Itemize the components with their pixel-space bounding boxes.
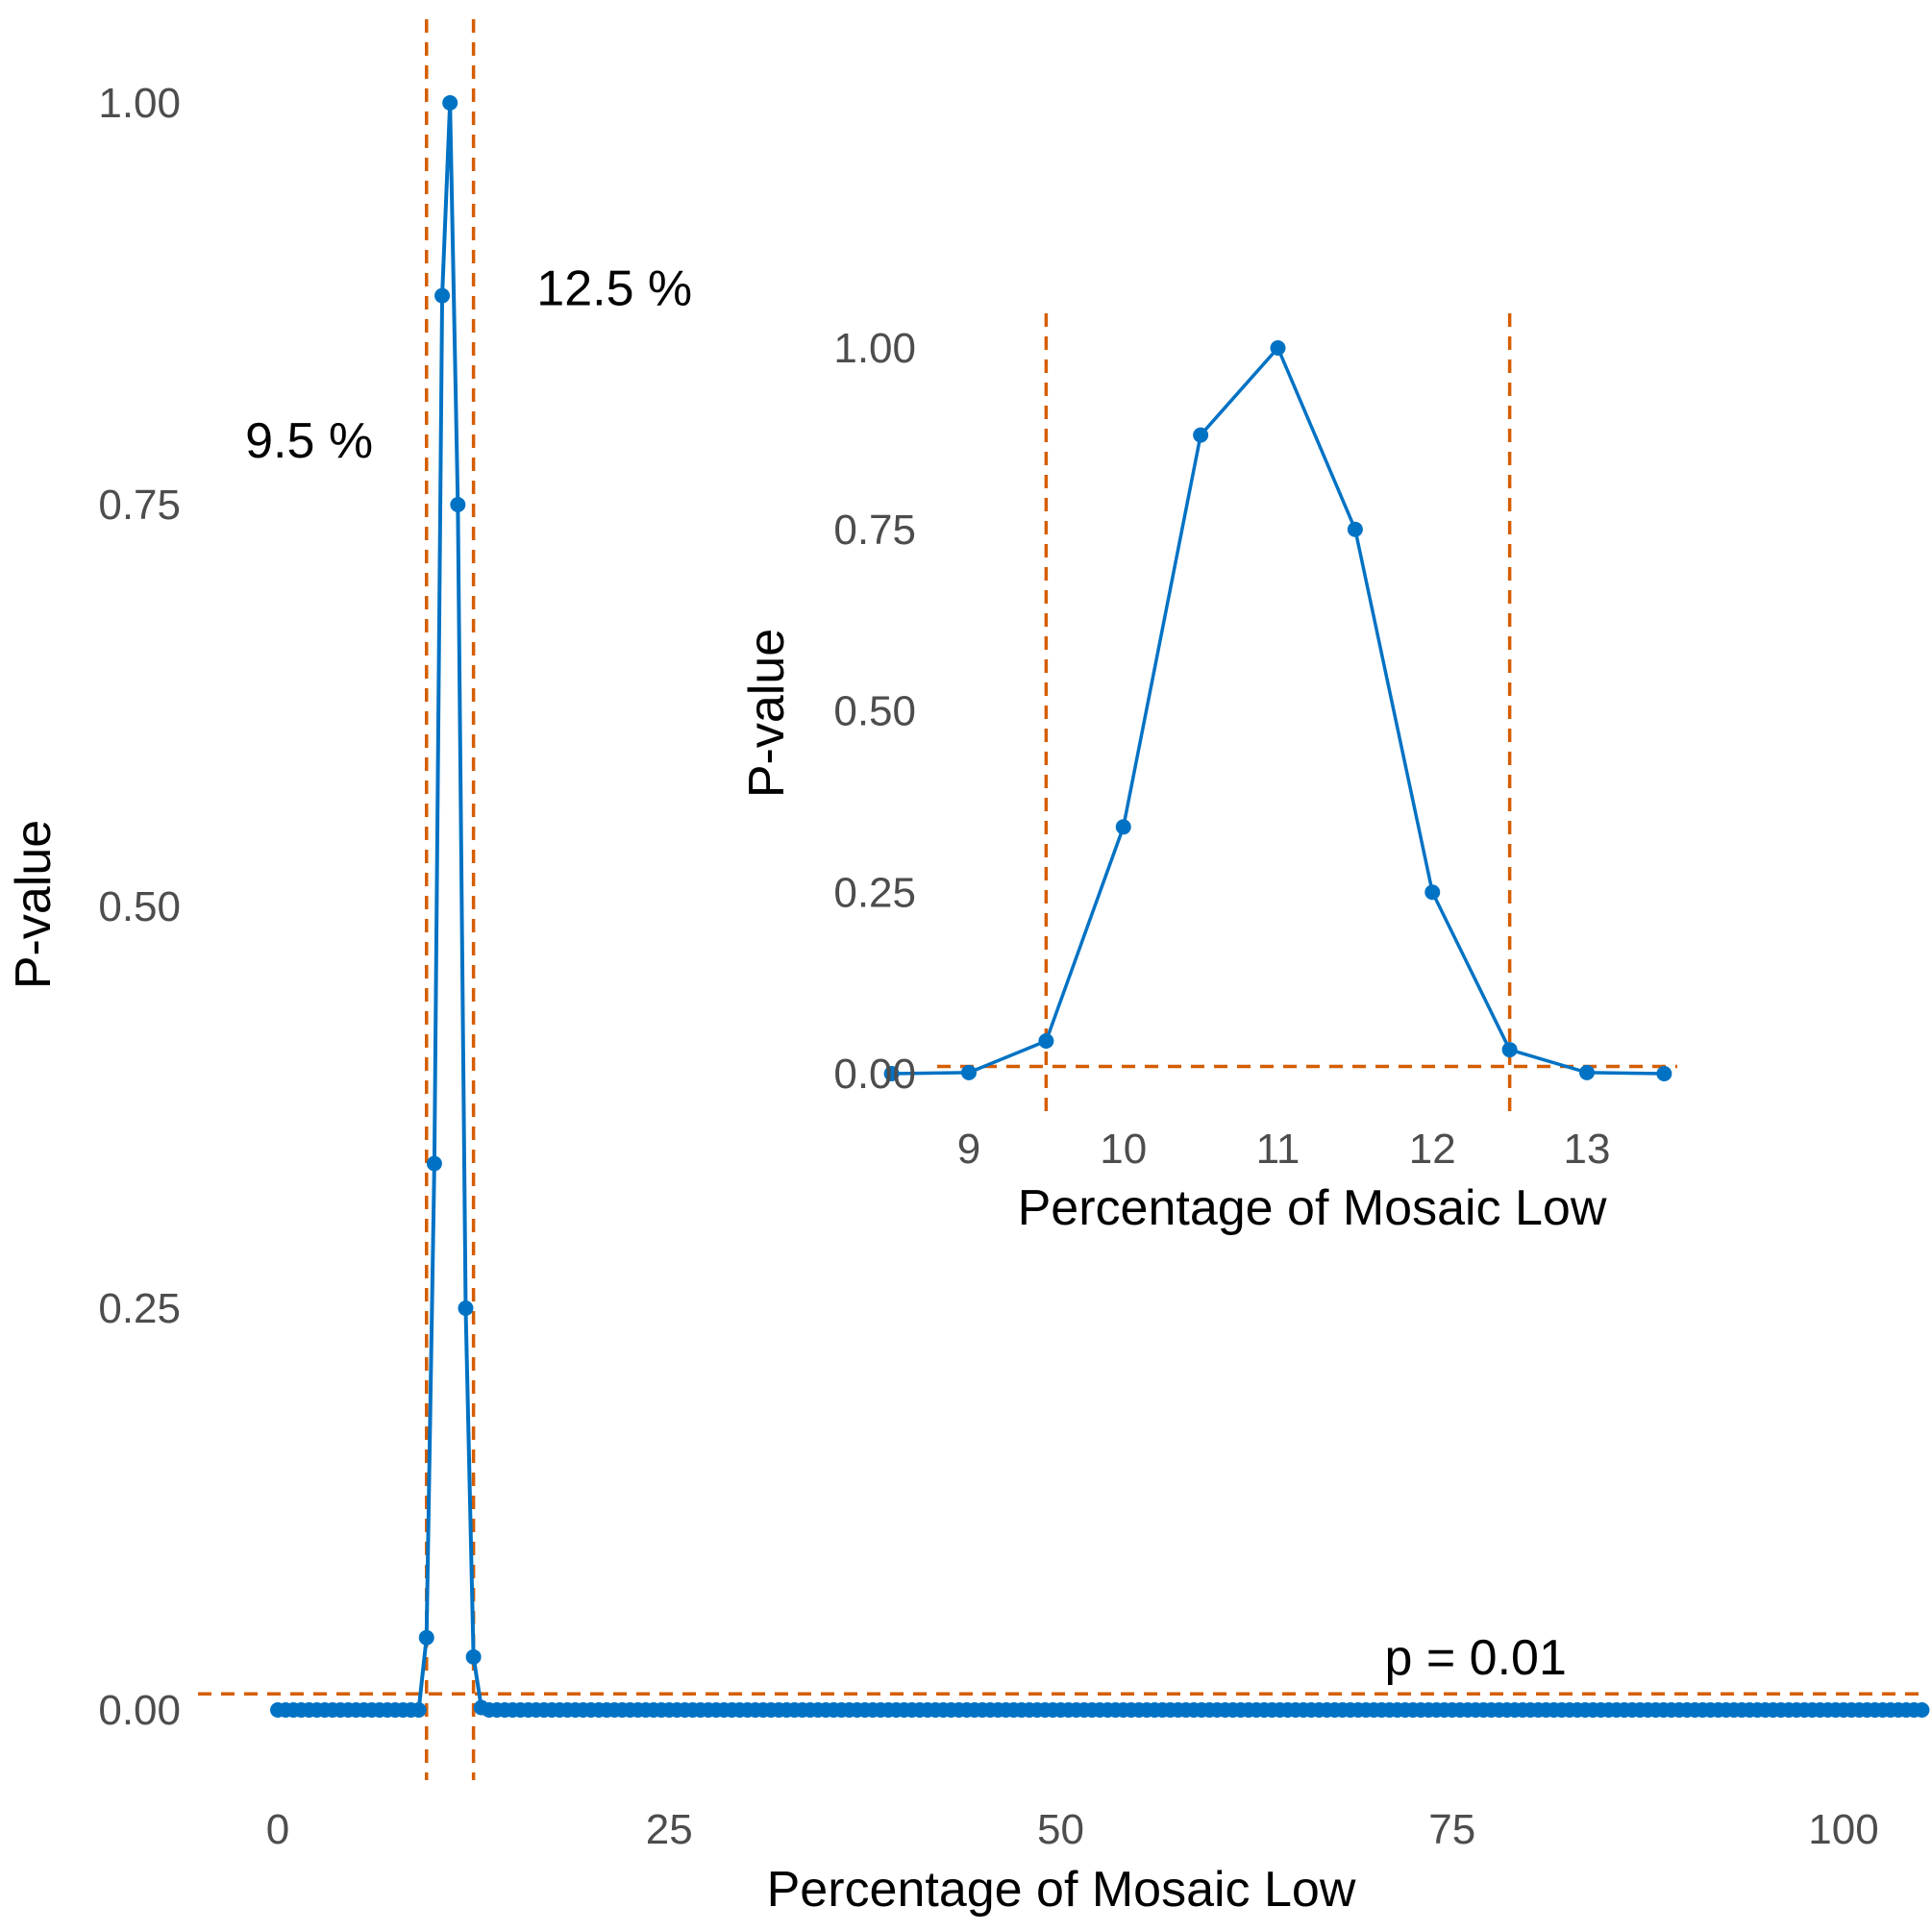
main-data-point	[418, 1629, 434, 1646]
main-y-tick-label: 1.00	[98, 80, 181, 127]
inset-data-point	[1038, 1033, 1054, 1050]
main-x-tick-label: 50	[1037, 1806, 1084, 1853]
main-data-point	[410, 1702, 427, 1718]
main-x-tick-label: 75	[1428, 1806, 1475, 1853]
main-data-point	[450, 497, 466, 512]
inset-y-tick-label: 1.00	[833, 325, 916, 372]
main-data-point	[442, 95, 458, 111]
main-data-point	[465, 1648, 482, 1665]
main-y-axis-title: P-value	[6, 820, 62, 989]
inset-y-tick-label: 0.75	[833, 507, 916, 554]
inset-data-point	[961, 1064, 977, 1080]
inset-x-tick-label: 10	[1100, 1126, 1147, 1173]
inset-y-axis-title: P-value	[739, 629, 795, 798]
main-data-point	[458, 1300, 474, 1316]
inset-y-tick-label: 0.25	[833, 869, 916, 916]
inset-x-axis-title: Percentage of Mosaic Low	[1018, 1180, 1607, 1236]
main-annotation: 12.5 %	[536, 260, 692, 316]
main-data-point	[426, 1155, 442, 1172]
main-x-tick-label: 25	[646, 1806, 693, 1853]
main-annotation: p = 0.01	[1384, 1630, 1566, 1686]
inset-y-tick-label: 0.50	[833, 688, 916, 735]
main-data-point	[1914, 1702, 1930, 1718]
inset-data-point	[1115, 819, 1131, 835]
inset-data-point	[1501, 1042, 1518, 1058]
main-plot: 0 25 50 75 100 0.00 0.25 0.50 0.75 1.00 Percentage…	[6, 19, 1930, 1918]
main-y-tick-label: 0.25	[98, 1285, 181, 1332]
inset-data-point	[1347, 521, 1363, 537]
main-x-tick-label: 0	[266, 1806, 289, 1853]
main-x-tick-label: 100	[1808, 1806, 1878, 1853]
main-y-tick-label: 0.75	[98, 482, 181, 529]
inset-x-tick-label: 12	[1409, 1126, 1456, 1173]
main-series-line	[278, 101, 1922, 1712]
main-y-tick-label: 0.00	[98, 1687, 181, 1734]
inset-x-tick-label: 13	[1564, 1126, 1611, 1173]
main-x-axis-title: Percentage of Mosaic Low	[767, 1862, 1356, 1918]
inset-x-tick-label: 11	[1256, 1126, 1300, 1173]
inset-data-point	[1424, 884, 1441, 901]
main-y-tick-label: 0.50	[98, 883, 181, 930]
inset-data-point	[1270, 340, 1286, 356]
inset-data-point	[1656, 1066, 1672, 1081]
inset-plot: 9 10 11 12 13 0.00 0.25 0.50 0.75 1.00 Percentage …	[739, 313, 1677, 1236]
inset-data-point	[1579, 1064, 1595, 1080]
inset-data-point	[1193, 427, 1209, 443]
inset-x-tick-label: 9	[957, 1126, 980, 1173]
inset-data-point	[883, 1066, 900, 1081]
inset-series-line	[891, 346, 1665, 1076]
main-annotation: 9.5 %	[245, 413, 373, 469]
inset-y-tick-label: 0.00	[833, 1051, 916, 1098]
main-data-point	[434, 287, 451, 304]
